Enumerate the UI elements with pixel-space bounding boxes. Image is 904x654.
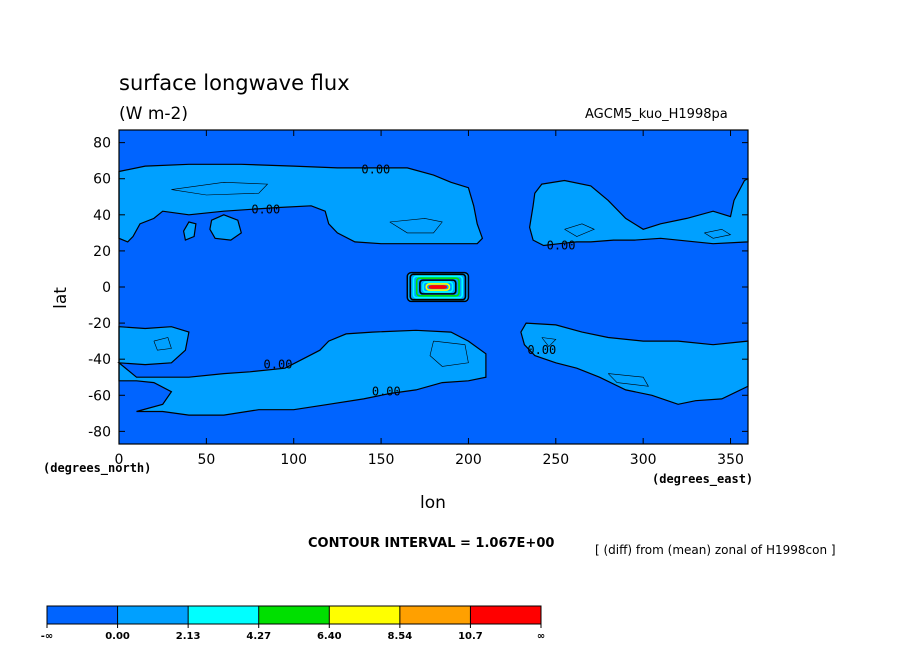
contour-label-5: 0.00 (527, 343, 556, 357)
x-axis-label: lon (420, 493, 446, 513)
contour-label-0: 0.00 (361, 163, 390, 177)
thin-contour-2 (564, 223, 595, 237)
feature-ring-4 (422, 281, 454, 293)
x-unit-label: (degrees_east) (652, 472, 753, 487)
contour-label-2: 0.00 (547, 238, 576, 252)
colorbar-swatch-1 (117, 606, 189, 624)
contour-label-1: 0.00 (251, 202, 280, 216)
plot-area: 0.000.000.000.000.000.000 50 100 150 200 250 3… (88, 129, 749, 468)
colorbar-label-1: 0.00 (105, 631, 130, 642)
thin-contour-1 (389, 218, 443, 234)
x-tick-label-100: 100 (280, 452, 307, 468)
colorbar-label-6: 10.7 (458, 631, 483, 642)
colorbar-label-0: -∞ (41, 631, 53, 642)
feature-ring-5 (425, 283, 451, 291)
contour-region-island-2 (209, 214, 242, 241)
y-tick-label-20: 20 (93, 244, 111, 260)
diff-note: [ (diff) from (mean) zonal of H1998con ] (595, 543, 836, 557)
x-tick-label-250: 250 (542, 452, 569, 468)
colorbar-swatch-3 (258, 606, 330, 624)
contour-region-island-1 (182, 221, 197, 241)
x-tick-label-300: 300 (630, 452, 657, 468)
colorbar-swatch-6 (470, 606, 541, 624)
feature-ring-2 (415, 277, 460, 297)
contour-region-south-band-west (117, 326, 487, 416)
chart-units: (W m-2) (119, 104, 188, 124)
colorbar-swatch-4 (329, 606, 400, 624)
x-tick-label-0: 0 (115, 452, 124, 468)
y-axis-label: lat (51, 287, 71, 309)
thin-contour-4 (153, 337, 172, 351)
x-tick-label-350: 350 (717, 452, 744, 468)
colorbar-label-2: 2.13 (176, 631, 201, 642)
feature-ring-3 (419, 279, 457, 295)
colorbar-swatch-5 (399, 606, 471, 624)
y-unit-label: (degrees_north) (43, 461, 151, 476)
thin-contour-7 (607, 373, 649, 387)
feature-ring-1 (412, 275, 464, 299)
colorbar-label-4: 6.40 (317, 631, 342, 642)
y-tick-label--80: -80 (88, 424, 111, 440)
colorbar-label-5: 8.54 (388, 631, 413, 642)
contour-label-4: 0.00 (372, 385, 401, 399)
x-tick-label-50: 50 (197, 452, 215, 468)
thin-contour-0 (171, 181, 269, 196)
y-tick-label-60: 60 (93, 172, 111, 188)
x-tick-label-200: 200 (455, 452, 482, 468)
thin-contour-5 (429, 340, 469, 367)
y-tick-label--40: -40 (88, 352, 111, 368)
y-tick-label--20: -20 (88, 316, 111, 332)
feature-ring-0 (409, 273, 467, 301)
y-tick-label-80: 80 (93, 136, 111, 152)
thin-contour-6 (541, 337, 557, 348)
thin-contour-3 (704, 228, 732, 239)
contour-label-3: 0.00 (264, 358, 293, 372)
y-tick-label--60: -60 (88, 388, 111, 404)
y-tick-label-40: 40 (93, 208, 111, 224)
contour-interval: CONTOUR INTERVAL = 1.067E+00 (308, 536, 554, 551)
colorbar-label-7: ∞ (537, 631, 545, 642)
x-tick-label-150: 150 (368, 452, 395, 468)
model-label: AGCM5_kuo_H1998pa (585, 107, 728, 122)
feature-ring-6 (428, 285, 448, 289)
colorbar: -∞ 0.00 2.13 4.27 6.40 8.54 10.7 ∞ (41, 605, 545, 642)
chart-title: surface longwave flux (119, 71, 350, 95)
y-tick-label-0: 0 (102, 280, 111, 296)
contour-region-south-band-east (520, 322, 749, 405)
colorbar-swatch-0 (47, 606, 118, 624)
colorbar-swatch-2 (188, 606, 259, 624)
colorbar-label-3: 4.27 (246, 631, 271, 642)
